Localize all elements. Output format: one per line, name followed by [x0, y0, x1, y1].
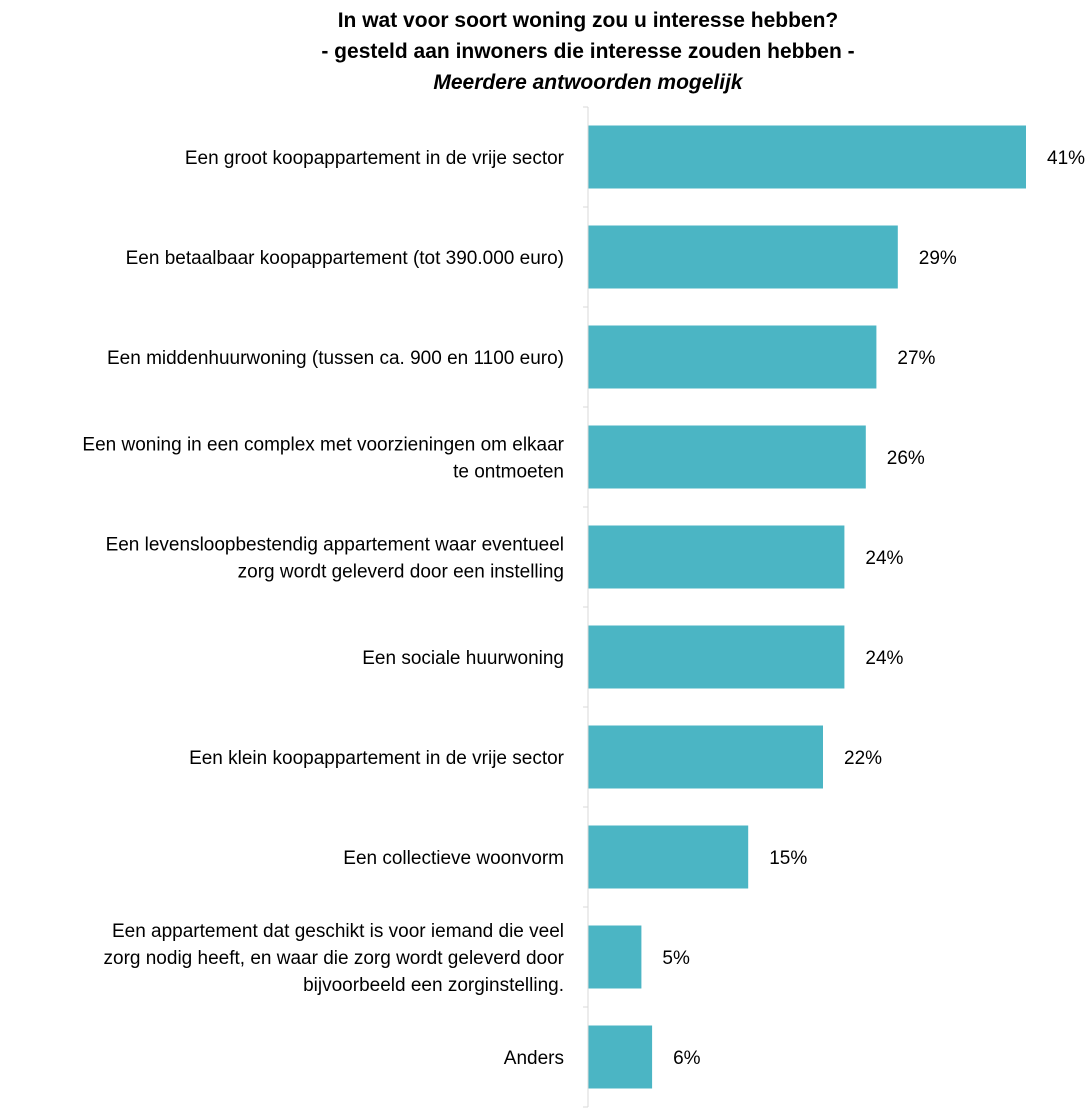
chart-note: Meerdere antwoorden mogelijk: [433, 71, 744, 94]
bar: [588, 425, 866, 489]
bar: [588, 125, 1026, 189]
bar: [588, 825, 749, 889]
category-label: Een groot koopappartement in de vrije se…: [185, 148, 565, 169]
category-label: Een levensloopbestendig appartement waar…: [106, 535, 564, 556]
bar: [588, 225, 898, 289]
plot-area: 41% Een groot koopappartement in de vrije…: [82, 106, 1085, 1108]
bar: [588, 625, 845, 689]
category-label: Een klein koopappartement in de vrije se…: [189, 748, 565, 769]
category-label: Een sociale huurwoning: [362, 648, 564, 669]
category-label: zorg nodig heeft, en waar die zorg wordt…: [104, 948, 565, 969]
bar: [588, 725, 823, 789]
data-label: 29%: [919, 248, 957, 269]
bar: [588, 925, 642, 989]
category-label: Een appartement dat geschikt is voor iem…: [112, 921, 564, 942]
data-label: 5%: [662, 948, 690, 969]
data-label: 15%: [769, 848, 807, 869]
category-label: Een collectieve woonvorm: [343, 848, 564, 869]
data-label: 22%: [844, 748, 882, 769]
category-label: Een woning in een complex met voorzienin…: [82, 435, 564, 456]
category-label: te ontmoeten: [453, 462, 564, 483]
data-label: 27%: [897, 348, 935, 369]
chart-title: In wat voor soort woning zou u interesse…: [338, 9, 839, 32]
category-label: bijvoorbeeld een zorginstelling.: [303, 975, 564, 996]
bar: [588, 525, 845, 589]
category-label: zorg wordt geleverd door een instelling: [238, 562, 564, 583]
category-label: Een middenhuurwoning (tussen ca. 900 en …: [107, 348, 564, 369]
data-label: 24%: [865, 648, 903, 669]
category-label: Anders: [504, 1048, 564, 1069]
category-label: Een betaalbaar koopappartement (tot 390.…: [126, 248, 564, 269]
data-label: 6%: [673, 1048, 701, 1069]
data-label: 26%: [887, 448, 925, 469]
bar: [588, 325, 877, 389]
chart-subtitle: - gesteld aan inwoners die interesse zou…: [321, 40, 854, 63]
data-label: 41%: [1047, 148, 1085, 169]
bar: [588, 1025, 653, 1089]
data-label: 24%: [865, 548, 903, 569]
